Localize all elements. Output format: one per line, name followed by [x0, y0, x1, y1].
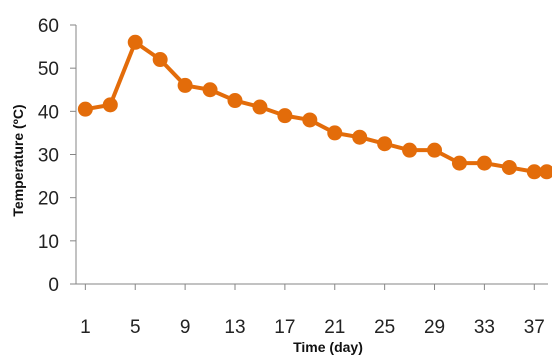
x-tick-label: 21	[324, 317, 345, 338]
data-point	[277, 108, 293, 124]
data-point	[327, 125, 343, 141]
x-tick-label: 29	[424, 317, 445, 338]
y-axis-ticks: 0 10 20 30 40 50 60	[38, 16, 76, 296]
x-tick-label: 13	[224, 317, 245, 338]
x-tick-label: 1	[80, 317, 91, 338]
x-tick-label: 37	[524, 317, 545, 338]
y-tick-label: 60	[38, 16, 59, 37]
y-tick-label: 0	[48, 275, 59, 296]
data-point	[501, 159, 517, 175]
data-point	[77, 101, 93, 117]
data-point	[127, 34, 143, 50]
data-point	[152, 52, 168, 68]
y-tick-label: 40	[38, 102, 59, 123]
data-point	[377, 136, 393, 152]
data-point	[539, 164, 552, 180]
y-tick-label: 30	[38, 146, 59, 167]
x-tick-label: 25	[374, 317, 395, 338]
data-point	[402, 142, 418, 158]
x-tick-label: 33	[474, 317, 495, 338]
data-point	[476, 155, 492, 171]
data-point	[252, 99, 268, 115]
x-tick-label: 9	[180, 317, 191, 338]
data-point	[202, 82, 218, 98]
y-tick-label: 10	[38, 232, 59, 253]
data-point	[102, 97, 118, 113]
data-point	[227, 93, 243, 109]
x-axis-title: Time (day)	[293, 339, 363, 355]
data-point	[302, 112, 318, 128]
x-tick-label: 17	[274, 317, 295, 338]
data-point	[177, 77, 193, 93]
y-tick-label: 50	[38, 59, 59, 80]
data-point	[352, 129, 368, 145]
y-axis-title: Temperature (ºC)	[10, 104, 26, 216]
x-tick-label: 5	[130, 317, 141, 338]
y-tick-label: 20	[38, 189, 59, 210]
data-point	[526, 164, 542, 180]
data-point	[451, 155, 467, 171]
x-axis-ticks: 1 5 9 13 17 21 25 29 33 37	[80, 284, 545, 338]
series-layer	[77, 34, 552, 180]
data-point	[427, 142, 443, 158]
